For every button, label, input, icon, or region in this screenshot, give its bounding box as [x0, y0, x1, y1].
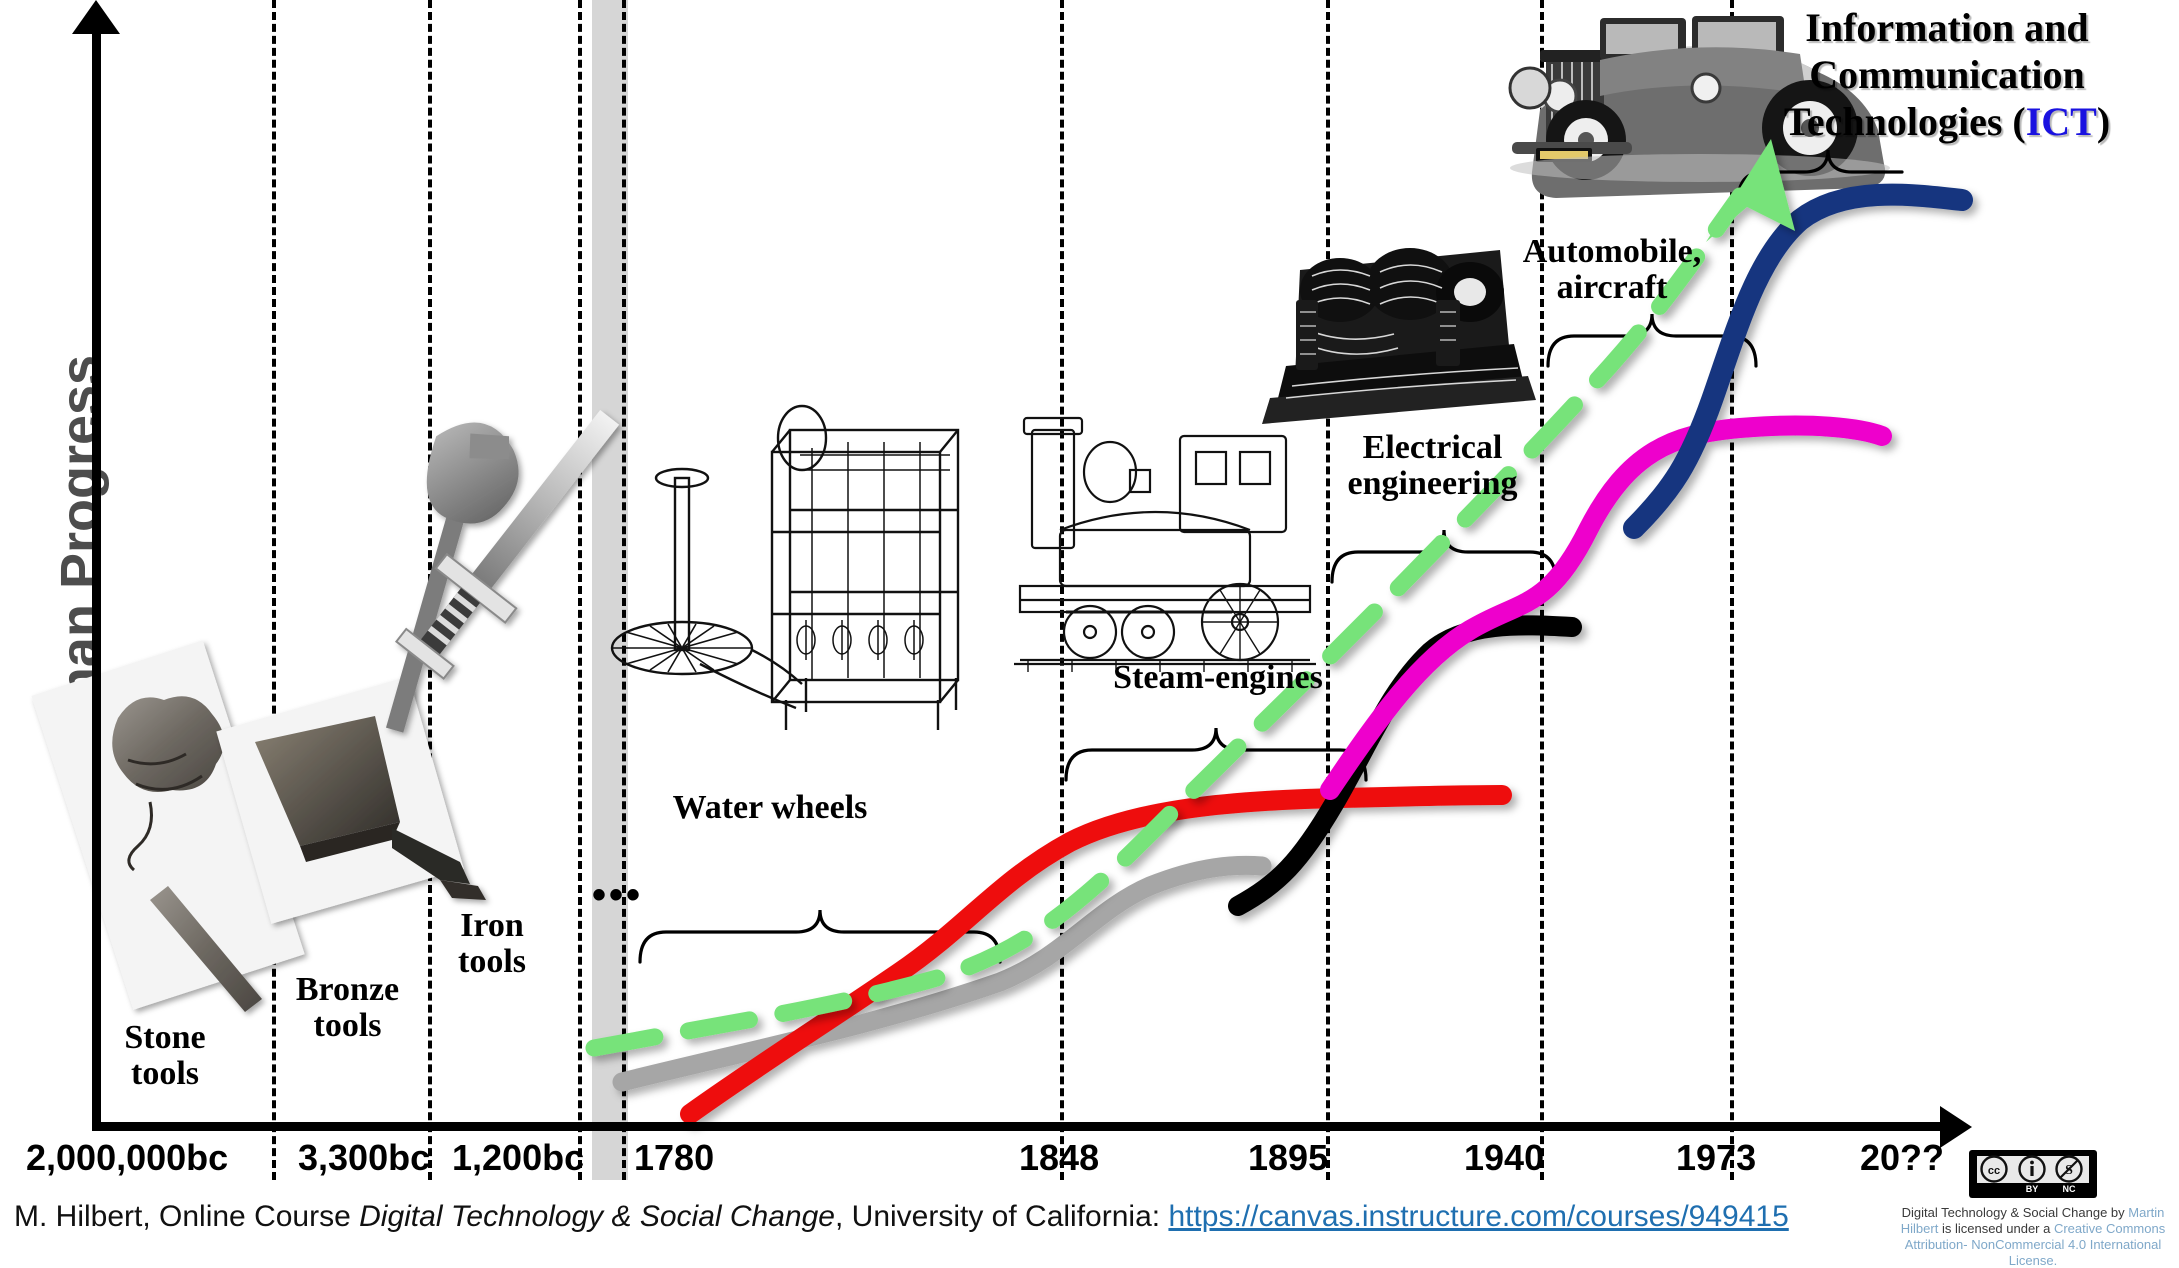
ict-acronym: ICT — [2025, 99, 2097, 145]
license-author-link[interactable]: Martin Hilbert — [1900, 1205, 2165, 1236]
divider-3300bc — [272, 0, 276, 1180]
caption-electrical-engineering-line: engineering — [1347, 465, 1518, 503]
license-line2-a: licensed under a — [1954, 1220, 2054, 1236]
x-tick-1940: 1940 — [1464, 1137, 1545, 1178]
divider-1780 — [622, 0, 626, 1180]
x-tick-1848: 1848 — [1019, 1137, 1100, 1178]
y-axis-line — [92, 14, 101, 1128]
y-axis-label: Human Progress — [50, 354, 110, 788]
x-axis-arrowhead — [1940, 1106, 1972, 1148]
caption-bronze-tools: Bronze tools — [255, 971, 440, 1045]
spinning-frame-image — [610, 404, 960, 730]
svg-text:cc: cc — [1988, 1165, 2000, 1177]
ict-title-line3-pre: Technologies ( — [1783, 99, 2026, 145]
divider-1848 — [1060, 0, 1064, 1180]
license-line1-b: is — [1938, 1220, 1952, 1236]
x-axis-line — [92, 1122, 1944, 1131]
bronze-tool-image — [216, 676, 486, 924]
footer-course-link[interactable]: https://canvas.instructure.com/courses/9… — [1168, 1200, 1789, 1233]
svg-text:S: S — [2065, 1163, 2073, 1178]
caption-automobile-aircraft-line: aircraft — [1556, 269, 1668, 307]
caption-stone-tools-line: Stone — [124, 1019, 206, 1056]
x-tick-2000000bc: 2,000,000bc — [26, 1137, 229, 1178]
license-block: cc S BY NC Digital Technology & Social C… — [1888, 1150, 2178, 1268]
x-tick-20: 20?? — [1860, 1137, 1945, 1178]
ict-title-line3: Technologies (ICT) — [1722, 98, 2172, 145]
caption-iron-tools-line: Iron — [460, 907, 524, 944]
caption-automobile-aircraft: Automobile, aircraft — [1472, 233, 1752, 307]
cc-by-nc-icon: cc S BY NC — [1974, 1153, 2092, 1195]
caption-stone-tools-line: tools — [131, 1055, 199, 1093]
svg-text:BY: BY — [2026, 1184, 2039, 1194]
caption-stone-tools: Stone tools — [60, 1019, 270, 1093]
caption-iron-tools-line: tools — [458, 943, 526, 981]
timeline-ellipsis: ••• — [592, 873, 644, 917]
creative-commons-badge[interactable]: cc S BY NC — [1969, 1150, 2097, 1198]
x-tick-1973: 1973 — [1676, 1137, 1757, 1178]
caption-water-wheels: Water wheels — [620, 789, 920, 826]
y-axis-arrowhead — [72, 0, 120, 34]
curve-water-wheels — [612, 855, 1272, 1092]
caption-electrical-engineering: Electrical engineering — [1290, 429, 1575, 503]
caption-water-wheels-line: Water wheels — [672, 789, 868, 826]
footer-course-title: Digital Technology & Social Change — [359, 1200, 835, 1233]
divider-1940 — [1540, 0, 1544, 1180]
caption-steam-engines-line: Steam-engines — [1113, 659, 1323, 696]
license-cc-link[interactable]: Creative Commons Attribution- — [1904, 1220, 2166, 1252]
caption-iron-tools: Iron tools — [412, 907, 572, 981]
ict-title-line1: Information and — [1805, 5, 2089, 50]
caption-automobile-aircraft-line: Automobile, — [1522, 233, 1702, 270]
caption-steam-engines: Steam-engines — [1063, 659, 1373, 696]
x-tick-3300bc: 3,300bc — [298, 1137, 431, 1178]
footer-mid: , University of California: — [834, 1200, 1169, 1233]
x-tick-1200bc: 1,200bc — [452, 1137, 585, 1178]
license-text: Digital Technology & Social Change by Ma… — [1888, 1205, 2178, 1268]
divider-gap-left — [578, 0, 582, 1180]
curve-steam-engines — [680, 785, 1512, 1124]
divider-1973 — [1730, 0, 1734, 1180]
divider-1895 — [1326, 0, 1330, 1180]
x-tick-1895: 1895 — [1248, 1137, 1329, 1178]
footer-attribution: M. Hilbert, Online Course Digital Techno… — [14, 1200, 1789, 1234]
ict-title-line2: Communication — [1809, 52, 2085, 98]
caption-electrical-engineering-line: Electrical — [1362, 429, 1503, 466]
svg-text:NC: NC — [2063, 1184, 2076, 1194]
license-line3-link[interactable]: NonCommercial 4.0 International License. — [1971, 1236, 2162, 1268]
caption-bronze-tools-line: Bronze — [295, 971, 400, 1008]
x-tick-1780: 1780 — [634, 1137, 715, 1178]
caption-bronze-tools-line: tools — [313, 1007, 382, 1045]
ict-title-line3-post: ) — [2096, 99, 2111, 145]
footer-pre: M. Hilbert, Online Course — [14, 1200, 360, 1233]
license-line1-a: Digital Technology & Social Change by — [1901, 1205, 2129, 1220]
ict-title: Information and Communication Technologi… — [1722, 4, 2172, 146]
